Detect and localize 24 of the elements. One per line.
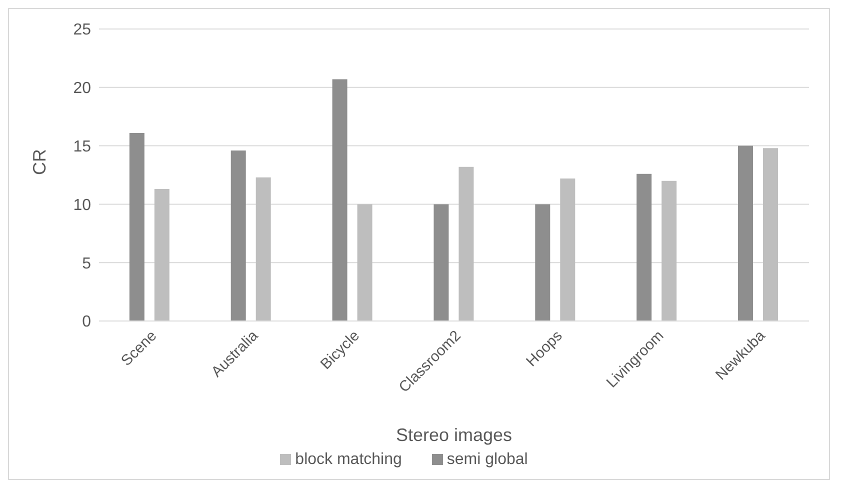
y-tick-label: 10 (73, 196, 92, 214)
y-tick-label: 0 (82, 314, 92, 331)
y-tick-label: 15 (73, 138, 92, 156)
x-axis-title: Stereo images (396, 425, 512, 445)
bar (738, 146, 753, 321)
bar (129, 132, 144, 321)
legend-label: semi global (446, 451, 528, 468)
bar (662, 180, 677, 321)
bar (434, 204, 449, 321)
bar (560, 178, 576, 321)
bar (154, 189, 170, 321)
legend-label: block matching (295, 451, 402, 468)
bar (357, 204, 372, 321)
bar (458, 166, 474, 321)
y-axis-title: CR (29, 149, 50, 175)
bar (535, 204, 550, 321)
bar (636, 174, 652, 321)
y-tick-label: 20 (73, 80, 92, 98)
bar (332, 79, 348, 321)
y-tick-label: 25 (73, 22, 92, 39)
bar (256, 177, 271, 321)
bar (230, 150, 246, 321)
y-tick-label: 5 (82, 255, 92, 272)
bar (763, 148, 778, 321)
